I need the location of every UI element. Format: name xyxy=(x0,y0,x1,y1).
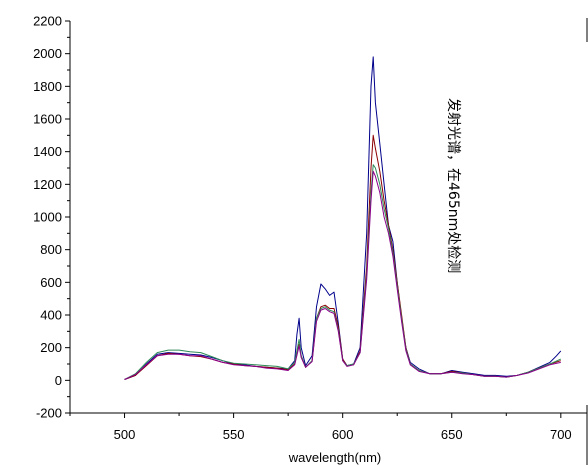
x-tick-label: 650 xyxy=(441,427,463,442)
y-tick-label: 400 xyxy=(40,308,62,323)
y-tick-label: 1600 xyxy=(33,112,62,127)
axes xyxy=(69,18,588,465)
series-line-2 xyxy=(124,134,561,380)
y-ticks: -200 0 200 400 600 800 1000 1200 1400 1600 1800 200… xyxy=(33,14,70,421)
y-tick-label: 0 xyxy=(55,373,62,388)
x-tick-label: 500 xyxy=(114,427,136,442)
x-tick-label: 600 xyxy=(332,427,354,442)
y-tick-label: 1800 xyxy=(33,79,62,94)
series-line-1 xyxy=(124,56,562,380)
y-tick-label: 200 xyxy=(40,340,62,355)
x-ticks: 500 550 600 650 700 xyxy=(69,413,572,442)
y-tick-label: 800 xyxy=(40,242,62,257)
y-tick-label: 2200 xyxy=(33,14,62,29)
x-tick-label: 550 xyxy=(223,427,245,442)
x-axis-title: wavelength(nm) xyxy=(288,450,382,465)
series-layer xyxy=(124,56,562,380)
y-tick-label: -200 xyxy=(36,406,62,421)
series-line-3 xyxy=(124,164,562,380)
y-tick-label: 1400 xyxy=(33,144,62,159)
series-line-4 xyxy=(124,170,561,380)
y-tick-label: 600 xyxy=(40,275,62,290)
x-tick-label: 700 xyxy=(550,427,572,442)
y-tick-label: 2000 xyxy=(33,46,62,61)
y-tick-label: 1200 xyxy=(33,177,62,192)
chart-annotation: 发射光谱，在465nm处检测 xyxy=(445,98,461,273)
y-tick-label: 1000 xyxy=(33,210,62,225)
